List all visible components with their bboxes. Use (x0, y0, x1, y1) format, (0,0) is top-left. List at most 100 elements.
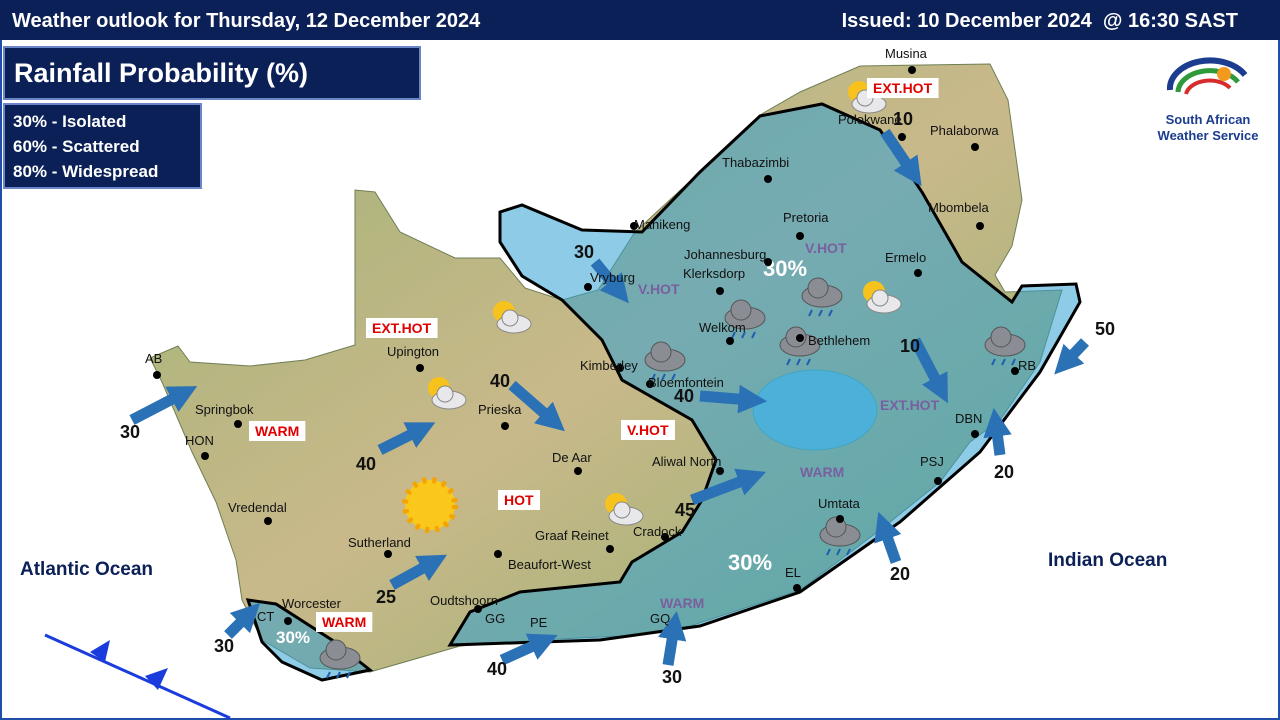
place-label: Worcester (282, 596, 342, 611)
place-label: Musina (885, 46, 928, 61)
city-dot (646, 380, 654, 388)
place-label: Johannesburg (684, 247, 766, 262)
place-label: Oudtshoorn (430, 593, 498, 608)
city-dot (234, 420, 242, 428)
place-label: AB (145, 351, 162, 366)
temperature-label: WARM (660, 595, 704, 611)
legend-item: 80% - Widespread (13, 162, 158, 181)
place-label: Umtata (818, 496, 861, 511)
city-dot (584, 283, 592, 291)
arrow-label: 30 (662, 667, 682, 687)
arrow (389, 554, 448, 590)
city-dot (501, 422, 509, 430)
temperature-box (621, 420, 675, 440)
temperature-label: EXT.HOT (873, 80, 933, 96)
arrow-label: 45 (675, 500, 695, 520)
city-dot (494, 550, 502, 558)
city-dot (764, 258, 772, 266)
cold-front (44, 633, 231, 720)
ocean-label: Indian Ocean (1048, 550, 1167, 571)
temperature-box (498, 490, 540, 510)
arrow (880, 128, 922, 187)
city-dot (616, 364, 624, 372)
legend-box (3, 103, 202, 189)
place-label: DBN (955, 411, 982, 426)
temperature-label: EXT.HOT (372, 320, 432, 336)
temperature-label: V.HOT (638, 281, 680, 297)
place-label: PSJ (920, 454, 944, 469)
city-dot (796, 334, 804, 342)
temperature-box (366, 318, 438, 338)
places: Musina Polokwane Phalaborwa Thabazimbi Mbomb… (145, 46, 1036, 630)
place-label: Prieska (478, 402, 522, 417)
arrow (499, 633, 558, 666)
arrow-label: 25 (376, 587, 396, 607)
arrow (699, 384, 768, 414)
sun-icon (402, 477, 458, 533)
place-label: GQ (650, 611, 670, 626)
city-dot (1011, 367, 1019, 375)
temperature-label: HOT (504, 492, 534, 508)
temperature-label: WARM (322, 614, 366, 630)
city-dot (764, 175, 772, 183)
place-label: Cradock (633, 524, 682, 539)
arrow-label: 40 (487, 659, 507, 679)
city-dot (976, 222, 984, 230)
panel-title: Rainfall Probability (%) (14, 58, 308, 88)
place-label: Pretoria (783, 210, 829, 225)
place-label: GG (485, 611, 505, 626)
panel-title-box (3, 46, 421, 100)
temperature-box (867, 78, 939, 98)
arrow (690, 468, 767, 506)
place-label: Beaufort-West (508, 557, 591, 572)
place-label: Bloemfontein (648, 375, 724, 390)
city-dot (384, 550, 392, 558)
city-dot (716, 467, 724, 475)
temperature-label: WARM (255, 423, 299, 439)
city-dot (726, 337, 734, 345)
place-label: Mahikeng (634, 217, 690, 232)
city-dot (574, 467, 582, 475)
city-dot (836, 515, 844, 523)
temperature-label: V.HOT (627, 422, 669, 438)
arrow-label: 10 (893, 109, 913, 129)
legend-item: 60% - Scattered (13, 137, 140, 156)
city-dot (908, 66, 916, 74)
place-label: Sutherland (348, 535, 411, 550)
rain-region (447, 102, 1082, 647)
place-label: Thabazimbi (722, 155, 789, 170)
arrow (1054, 338, 1089, 375)
city-dot (934, 477, 942, 485)
arrow (658, 611, 687, 666)
temperature-box (316, 612, 373, 632)
arrow (910, 337, 948, 404)
place-label: Welkom (699, 320, 746, 335)
city-dot (606, 545, 614, 553)
arrow-label: 10 (900, 336, 920, 356)
place-label: Klerksdorp (683, 266, 745, 281)
header-title: Weather outlook for Thursday, 12 Decembe… (12, 10, 481, 32)
city-dot (474, 605, 482, 613)
place-label: Vredendal (228, 500, 287, 515)
city-dot (971, 430, 979, 438)
place-label: Kimberley (580, 358, 638, 373)
place-label: HON (185, 433, 214, 448)
header-bar (0, 0, 1280, 40)
temperature-label: V.HOT (805, 240, 847, 256)
place-label: Graaf Reinet (535, 528, 609, 543)
city-dot (416, 364, 424, 372)
arrow (224, 602, 261, 639)
city-dot (914, 269, 922, 277)
place-label: EL (785, 565, 801, 580)
arrow (377, 422, 436, 455)
arrow (508, 380, 565, 432)
city-dot (716, 287, 724, 295)
arrow (874, 511, 902, 564)
place-label: RB (1018, 358, 1036, 373)
city-dot (630, 222, 638, 230)
city-dot (153, 371, 161, 379)
city-dot (793, 584, 801, 592)
place-label: Bethlehem (808, 333, 870, 348)
city-dot (971, 143, 979, 151)
